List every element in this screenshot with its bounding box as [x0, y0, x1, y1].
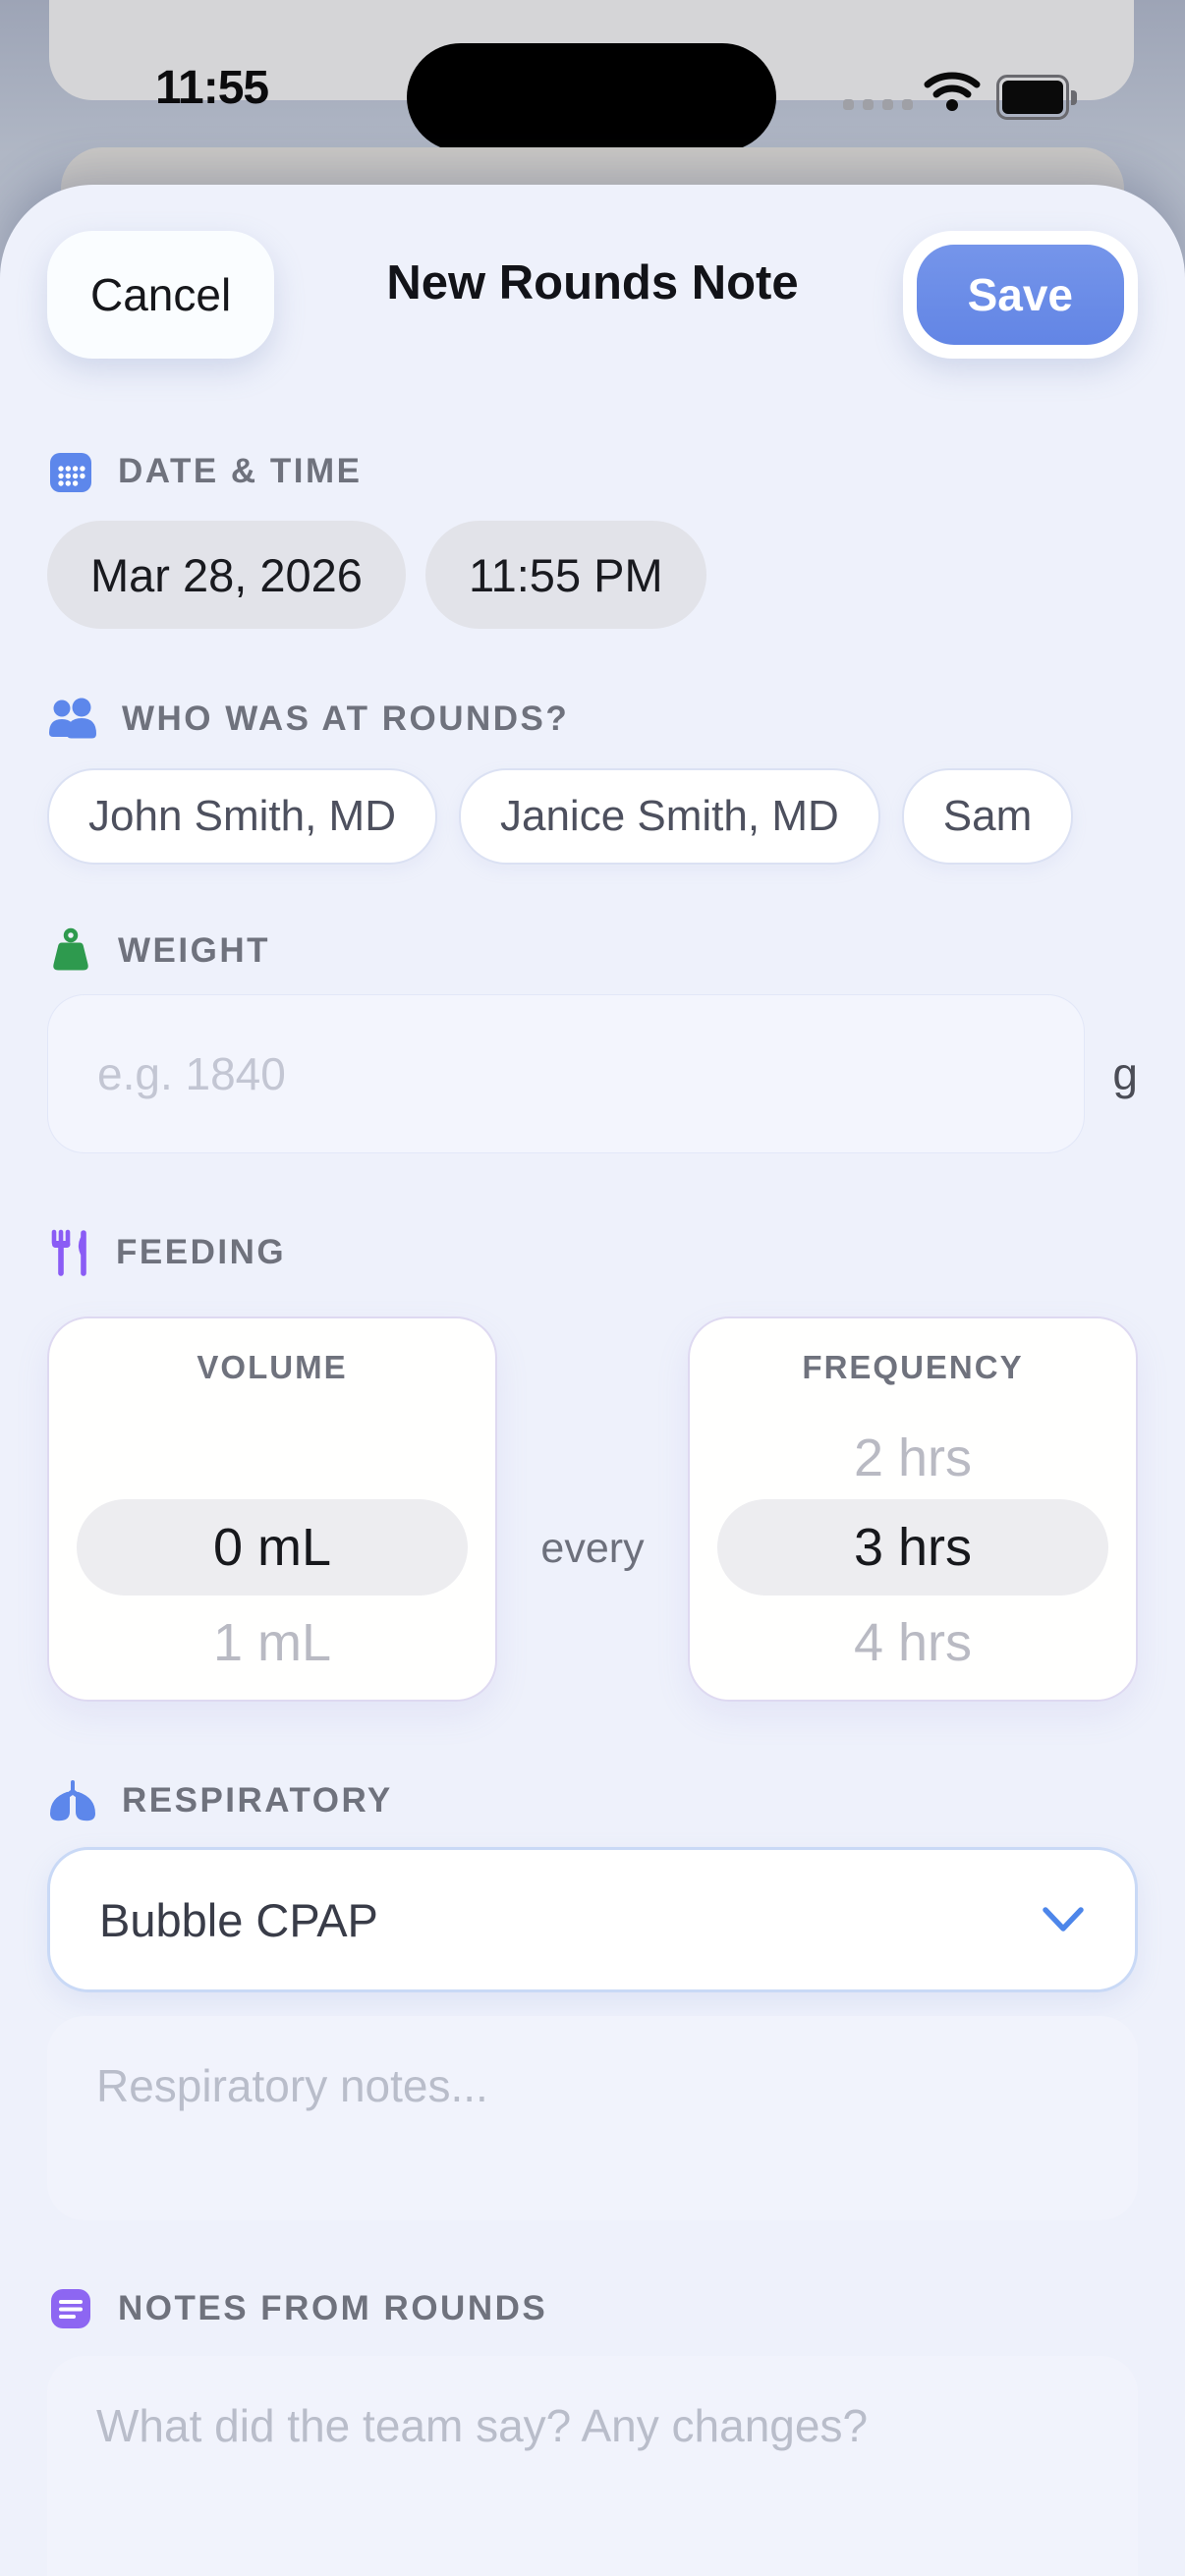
utensils-icon: [47, 1228, 92, 1277]
battery-icon: [996, 75, 1077, 120]
feeding-label: FEEDING: [116, 1233, 287, 1271]
volume-picker[interactable]: VOLUME 0 mL 1 mL: [47, 1316, 497, 1702]
people-icon: [47, 698, 98, 741]
volume-selected-value: 0 mL: [77, 1499, 468, 1596]
frequency-picker[interactable]: FREQUENCY 2 hrs 3 hrs 4 hrs: [688, 1316, 1138, 1702]
sheet-header: Cancel New Rounds Note Save: [47, 185, 1138, 362]
save-button-wrap: Save: [902, 231, 1138, 359]
notes-label-row: NOTES FROM ROUNDS: [47, 2285, 1138, 2332]
volume-item-above: [49, 1427, 495, 1489]
volume-item-below: 1 mL: [212, 1613, 332, 1672]
frequency-item-below: 4 hrs: [853, 1613, 973, 1672]
attendee-chip[interactable]: John Smith, MD: [47, 768, 437, 865]
dynamic-island: [407, 43, 776, 151]
weight-label-row: WEIGHT: [47, 927, 1138, 975]
date-time-label: DATE & TIME: [118, 452, 363, 490]
section-respiratory: RESPIRATORY Bubble CPAP: [47, 1778, 1138, 2220]
notes-label: NOTES FROM ROUNDS: [118, 2289, 548, 2327]
frequency-item-above: 2 hrs: [853, 1428, 973, 1487]
respiratory-label-row: RESPIRATORY: [47, 1778, 1138, 1823]
attendees-label-row: WHO WAS AT ROUNDS?: [47, 698, 1138, 741]
every-label: every: [540, 1525, 645, 1572]
date-time-pill-row: Mar 28, 2026 11:55 PM: [47, 521, 1138, 629]
note-icon: [47, 2285, 94, 2332]
frequency-title: FREQUENCY: [802, 1349, 1024, 1385]
frequency-selected-value: 3 hrs: [717, 1499, 1108, 1596]
weight-label: WEIGHT: [118, 931, 270, 970]
time-pill[interactable]: 11:55 PM: [424, 521, 706, 629]
sheet-title: New Rounds Note: [386, 256, 799, 310]
lungs-icon: [47, 1778, 98, 1823]
respiratory-select[interactable]: Bubble CPAP: [47, 1847, 1138, 1992]
date-time-label-row: DATE & TIME: [47, 448, 1138, 495]
wifi-icon: [924, 72, 981, 111]
volume-title: VOLUME: [197, 1349, 348, 1385]
new-rounds-note-sheet: Cancel New Rounds Note Save: [0, 185, 1185, 2576]
weight-unit: g: [1112, 1048, 1138, 1099]
feeding-label-row: FEEDING: [47, 1228, 1138, 1277]
calendar-icon: [47, 448, 94, 495]
attendee-chip[interactable]: Janice Smith, MD: [458, 768, 880, 865]
section-attendees: WHO WAS AT ROUNDS? John Smith, MD Janice…: [47, 698, 1138, 865]
weight-input[interactable]: [47, 994, 1086, 1153]
feeding-cards-row: VOLUME 0 mL 1 mL every FREQUENCY 2 hrs 3…: [47, 1316, 1138, 1702]
section-notes: NOTES FROM ROUNDS: [47, 2285, 1138, 2576]
section-date-time: DATE & TIME Mar 28, 2026 11:55 PM: [47, 448, 1138, 629]
date-pill[interactable]: Mar 28, 2026: [47, 521, 406, 629]
weight-icon: [47, 927, 94, 975]
section-feeding: FEEDING VOLUME 0 mL 1 mL every FREQUENCY…: [47, 1228, 1138, 1702]
section-weight: WEIGHT g: [47, 927, 1138, 1153]
save-button[interactable]: Save: [916, 245, 1124, 345]
respiratory-selected-option: Bubble CPAP: [99, 1893, 378, 1946]
rounds-notes-input[interactable]: [47, 2356, 1138, 2576]
attendees-label: WHO WAS AT ROUNDS?: [122, 700, 570, 738]
weight-input-row: g: [47, 994, 1138, 1153]
respiratory-notes-input[interactable]: [47, 2016, 1138, 2220]
cancel-button[interactable]: Cancel: [47, 231, 275, 359]
chevron-down-icon: [1041, 1905, 1086, 1934]
respiratory-label: RESPIRATORY: [122, 1781, 393, 1820]
cellular-signal-icon: [843, 99, 913, 110]
status-time: 11:55: [155, 62, 269, 114]
attendee-chip[interactable]: Sam: [901, 768, 1074, 865]
attendee-chip-row: John Smith, MD Janice Smith, MD Sam: [47, 768, 1138, 865]
